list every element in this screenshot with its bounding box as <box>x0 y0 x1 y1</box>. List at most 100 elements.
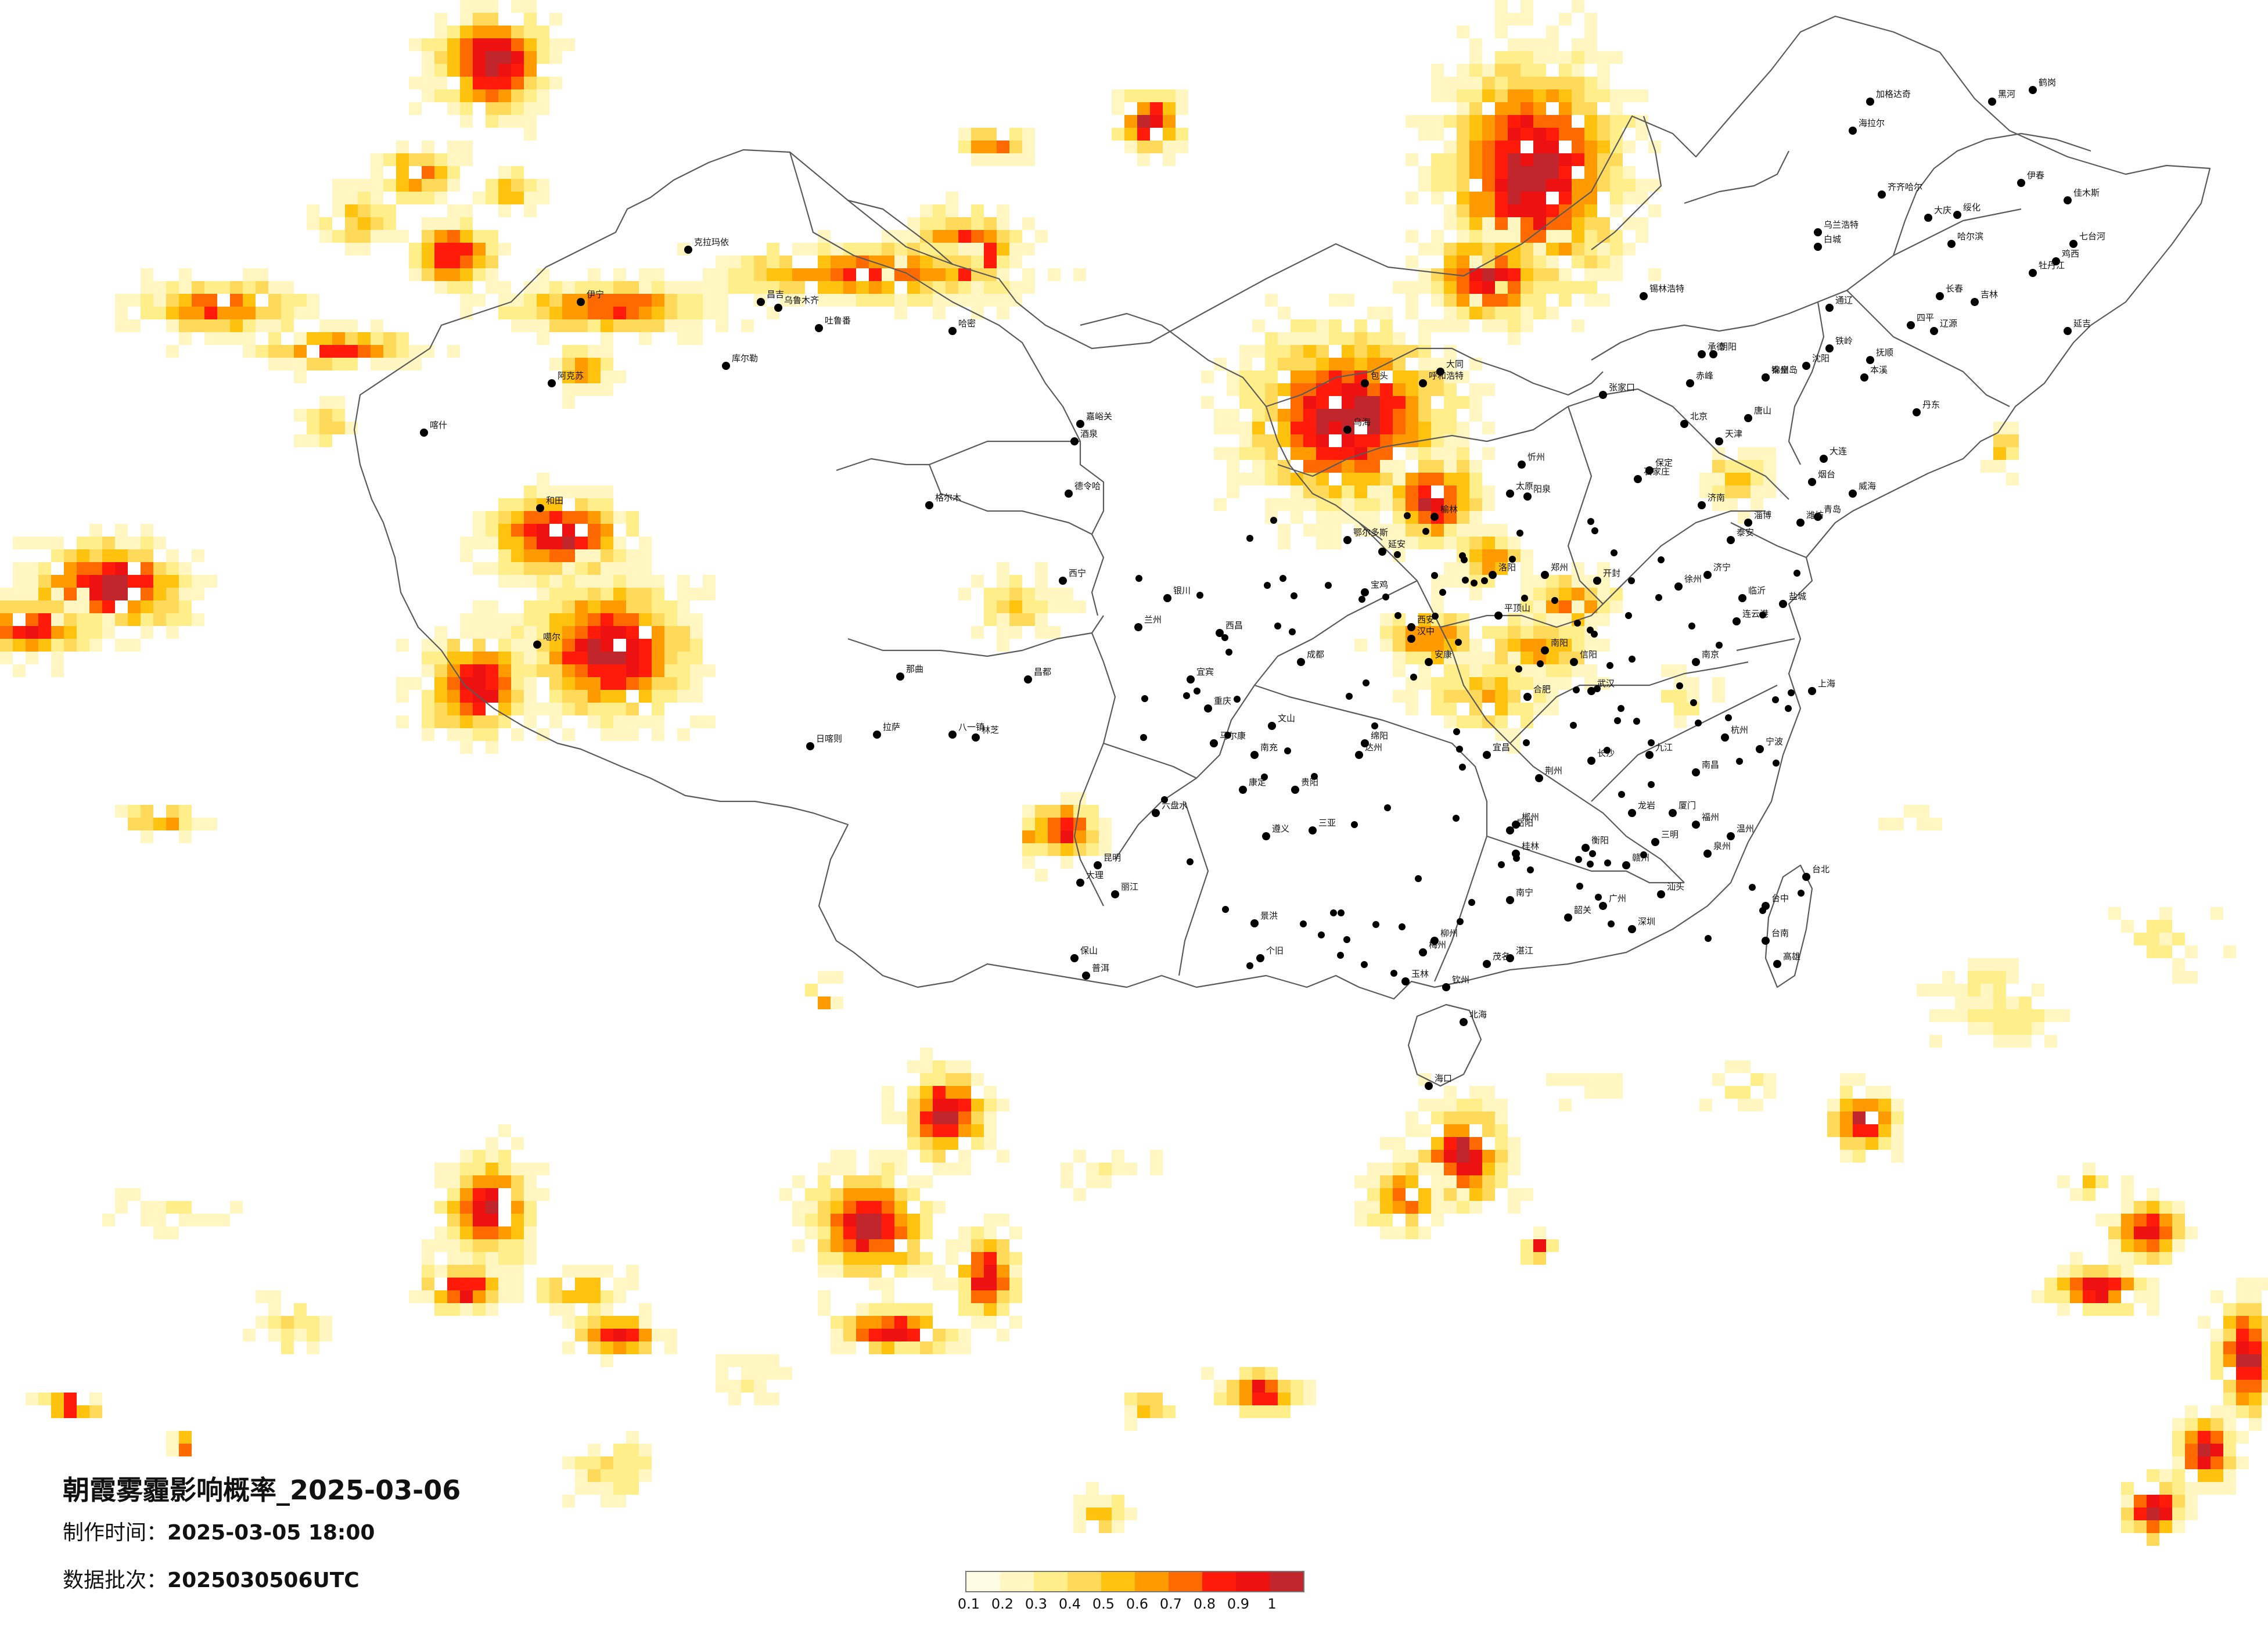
probability-cell <box>562 485 575 498</box>
probability-cell <box>13 626 26 639</box>
probability-cell <box>1469 128 1482 141</box>
probability-cell <box>371 192 383 204</box>
probability-cell <box>639 1456 652 1469</box>
legend-tick-label: 0.8 <box>1193 1596 1216 1612</box>
probability-cell <box>1176 102 1188 115</box>
probability-cell <box>639 307 652 319</box>
probability-cell <box>447 204 460 217</box>
probability-cell <box>805 1188 818 1201</box>
probability-cell <box>102 588 115 600</box>
city-dot <box>1456 746 1463 753</box>
probability-cell <box>1559 179 1572 192</box>
probability-cell <box>562 319 575 332</box>
probability-cell <box>818 1252 831 1265</box>
probability-cell <box>613 588 626 600</box>
probability-cell <box>1457 319 1469 332</box>
probability-cell <box>1533 204 1546 217</box>
probability-cell <box>575 498 588 511</box>
probability-cell <box>217 281 230 294</box>
city-label: 延吉 <box>2073 318 2091 329</box>
city-dot <box>1407 623 1415 631</box>
probability-cell <box>2236 1380 2249 1393</box>
probability-cell <box>1559 243 1572 256</box>
city-dot <box>1070 437 1079 445</box>
city-dot <box>1570 722 1577 729</box>
probability-cell <box>345 319 358 332</box>
probability-cell <box>613 1290 626 1303</box>
probability-cell <box>626 613 639 626</box>
probability-cell <box>498 562 511 575</box>
probability-cell <box>2083 1303 2096 1316</box>
probability-cell <box>971 1303 984 1316</box>
probability-cell <box>486 677 498 690</box>
probability-cell <box>524 600 537 613</box>
probability-cell <box>588 1316 601 1329</box>
city-dot <box>1523 492 1532 501</box>
probability-cell <box>1444 319 1457 332</box>
probability-cell <box>626 664 639 677</box>
city-label: 阿克苏 <box>558 370 584 381</box>
probability-cell <box>1508 256 1521 268</box>
probability-cell <box>1482 1124 1495 1137</box>
probability-cell <box>319 396 332 409</box>
probability-cell <box>1124 89 1137 102</box>
city-label: 乌鲁木齐 <box>784 295 819 305</box>
probability-cell <box>613 1469 626 1482</box>
probability-cell <box>588 600 601 613</box>
probability-cell <box>486 1252 498 1265</box>
city-dot <box>1436 368 1444 376</box>
probability-cell <box>447 64 460 77</box>
probability-cell <box>1597 51 1610 64</box>
probability-cell <box>524 1252 537 1265</box>
probability-cell <box>1291 447 1303 460</box>
probability-cell <box>51 1405 64 1418</box>
city-label: 加格达奇 <box>1876 89 1911 99</box>
probability-cell <box>626 511 639 524</box>
probability-cell <box>2044 1278 2057 1290</box>
probability-cell <box>1546 89 1559 102</box>
probability-cell <box>626 588 639 600</box>
probability-cell <box>332 422 345 434</box>
probability-cell <box>1291 332 1303 345</box>
legend-tick-label: 0.7 <box>1159 1596 1182 1612</box>
probability-cell <box>537 613 549 626</box>
probability-cell <box>613 1456 626 1469</box>
probability-cell <box>971 1124 984 1137</box>
probability-cell <box>434 256 447 268</box>
probability-cell <box>447 89 460 102</box>
probability-cell <box>1469 1175 1482 1188</box>
probability-cell <box>1521 115 1533 128</box>
probability-cell <box>1316 345 1329 358</box>
city-label: 南阳 <box>1551 638 1568 648</box>
probability-cell <box>486 51 498 64</box>
probability-cell <box>664 319 677 332</box>
city-dot <box>2017 179 2025 187</box>
probability-cell <box>1457 370 1469 383</box>
city-dot <box>1576 883 1583 890</box>
probability-cell <box>1124 1508 1137 1520</box>
probability-cell <box>192 307 204 319</box>
probability-cell <box>1469 115 1482 128</box>
made-time-row: 制作时间：2025-03-05 18:00 <box>63 1516 375 1546</box>
probability-cell <box>2159 1226 2172 1239</box>
probability-cell <box>997 243 1009 256</box>
probability-cell <box>192 1214 204 1226</box>
probability-cell <box>1444 447 1457 460</box>
probability-cell <box>1380 319 1393 332</box>
probability-cell <box>677 639 690 652</box>
probability-cell <box>89 549 102 562</box>
probability-cell <box>626 307 639 319</box>
probability-cell <box>971 1316 984 1329</box>
probability-cell <box>2121 1265 2134 1278</box>
probability-cell <box>1291 511 1303 524</box>
probability-cell <box>294 345 307 358</box>
legend-swatch <box>1101 1572 1135 1591</box>
probability-cell <box>1495 141 1508 153</box>
probability-cell <box>486 524 498 537</box>
probability-cell <box>1342 332 1354 345</box>
probability-cell <box>716 268 728 281</box>
city-dot <box>1595 894 1602 901</box>
probability-cell <box>1239 434 1252 447</box>
probability-cell <box>1252 460 1265 473</box>
probability-cell <box>102 600 115 613</box>
